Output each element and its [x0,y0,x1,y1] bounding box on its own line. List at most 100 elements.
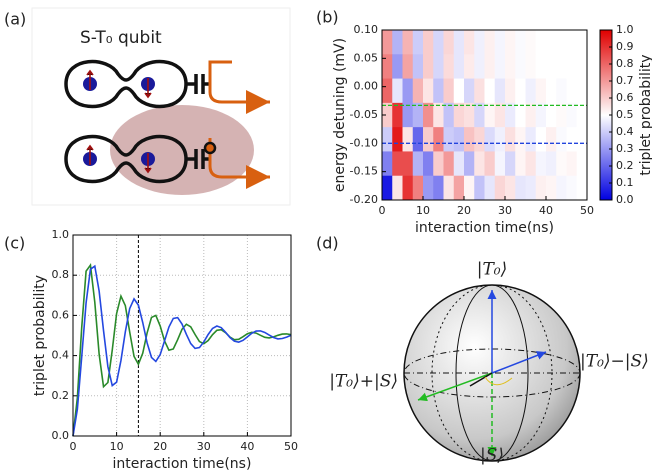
heatmap-cell [464,78,475,104]
heatmap-cell [474,54,485,80]
heatmap-cell [515,54,526,80]
x-tick-label: 20 [457,204,471,217]
heatmap-cell [433,151,444,177]
heatmap-cell [412,30,424,55]
heatmap-cell [515,151,526,177]
heatmap-cell [453,30,465,55]
panel-label: (d) [316,234,339,253]
heatmap-cell [392,175,403,201]
heatmap-cell [566,175,578,201]
heatmap-cell [546,127,557,152]
x-tick-label: 0 [70,440,77,453]
heatmap-cell [402,78,414,104]
y-tick-label: 1.0 [52,228,70,241]
bloch-sphere: |T₀⟩ |S⟩ |T₀⟩+|S⟩ |T₀⟩−|S⟩ [329,260,649,466]
heatmap-cell [515,78,526,104]
heatmap-cell [484,151,496,177]
heatmap-cell [546,54,557,80]
heatmap-cell [474,175,485,201]
heatmap-cell [484,127,496,152]
heatmap-cell [566,30,578,55]
heatmap-cell [423,30,434,55]
heatmap-cell [556,151,567,177]
heatmap-cell [525,30,537,55]
colorbar-tick-label: 0.2 [616,159,634,172]
heatmap-cell [474,30,485,55]
y-axis-label: triplet probability [32,275,48,396]
heatmap-cell [546,151,557,177]
heatmap-cell [566,102,578,128]
line-series [72,264,292,437]
heatmap-cell [453,78,465,104]
heatmap-cell [535,151,547,177]
heatmap-cell [525,102,537,128]
heatmap-cell [525,127,537,152]
heatmap-cell [556,102,567,128]
x-tick-label: 40 [240,440,254,453]
x-tick-label: 30 [197,440,211,453]
state-label: |T₀⟩−|S⟩ [580,352,649,372]
colorbar-tick-label: 0.8 [616,57,634,70]
heatmap-cell [412,54,424,80]
colorbar-tick-label: 0.4 [616,125,634,138]
x-tick-label: 20 [153,440,167,453]
heatmap-cell [453,151,465,177]
heatmap-cell [464,54,475,80]
heatmap-cell [494,175,506,201]
heatmap-cell [392,127,403,152]
heatmap-cell [464,30,475,55]
y-tick-label: 0.8 [52,268,70,281]
heatmap-cell [556,127,567,152]
colorbar-tick-label: 0.1 [616,176,634,189]
colorbar-tick-label: 1.0 [616,23,634,36]
heatmap-cell [423,102,434,128]
heatmap-cell [535,175,547,201]
heatmap-cell [576,175,588,201]
state-label: |T₀⟩+|S⟩ [329,372,398,392]
heatmap-cell [556,30,567,55]
heatmap-cell [494,30,506,55]
y-tick-label: 0.6 [52,308,70,321]
colorbar-tick-label: 0.5 [616,108,634,121]
heatmap-cell [412,127,424,152]
heatmap-cell [535,78,547,104]
x-tick-label: 50 [580,204,594,217]
heatmap-cell [402,30,414,55]
x-tick-label: 50 [284,440,298,453]
heatmap-cell [505,102,516,128]
heatmap-cell [494,127,506,152]
heatmap-cell [566,151,578,177]
heatmap-cell [484,54,496,80]
x-tick-label: 10 [416,204,430,217]
heatmap-cell [382,54,393,80]
heatmap-cell [443,102,455,128]
heatmap-cell [382,102,393,128]
heatmap-cell [402,175,414,201]
heatmap-cell [423,54,434,80]
heatmap-cell [535,54,547,80]
heatmap-cell [525,175,537,201]
y-tick-label: 0.2 [52,389,70,402]
y-tick-label: -0.05 [350,108,378,121]
heatmap-cell [453,54,465,80]
heatmap-cell [443,175,455,201]
heatmap-cell [535,30,547,55]
heatmap-cell [443,127,455,152]
state-label: |T₀⟩ [477,260,508,280]
heatmap-cell [576,127,588,152]
heatmap-cell [525,151,537,177]
y-tick-label: -0.20 [350,193,378,206]
heatmap-cell [505,54,516,80]
heatmap-cell [576,78,588,104]
heatmap-cell [484,175,496,201]
heatmap-cell [453,127,465,152]
colorbar-tick-label: 0.6 [616,91,634,104]
plot-frame [381,29,588,201]
panel-label: (c) [4,234,25,253]
heatmap-cell [515,30,526,55]
heatmap-cell [505,78,516,104]
y-tick-label: 0.0 [52,429,70,442]
x-tick-label: 30 [498,204,512,217]
colorbar-label: triplet probability [638,54,652,175]
colorbar-tick-label: 0.0 [616,193,634,206]
